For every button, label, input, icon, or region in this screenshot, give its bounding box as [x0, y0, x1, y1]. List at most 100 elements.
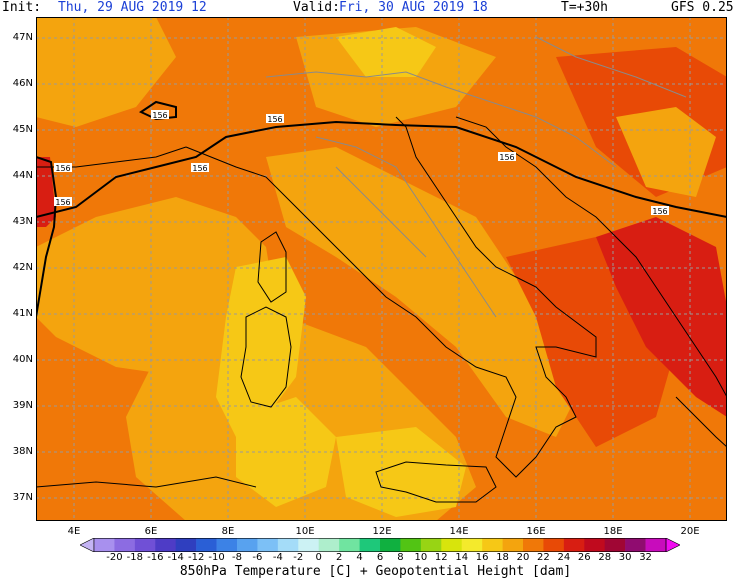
- colorbar-segment: [134, 538, 156, 552]
- colorbar-segment: [175, 538, 197, 552]
- colorbar-tick-label: -20: [106, 552, 123, 563]
- contour-label: 156: [55, 198, 70, 207]
- lon-label: 4E: [67, 526, 81, 537]
- colorbar-segment: [400, 538, 422, 552]
- map-frame: [36, 17, 727, 521]
- coastlines: [36, 116, 727, 503]
- contour-label: 156: [652, 207, 667, 216]
- colorbar-tick-label: -4: [272, 552, 283, 563]
- colorbar-arrow-high: [665, 538, 680, 552]
- colorbar-segment: [543, 538, 565, 552]
- colorbar-tick-label: -8: [232, 552, 242, 563]
- lat-label: 44N: [12, 170, 33, 181]
- field-yellow-sardinia: [216, 257, 306, 437]
- model-name: GFS 0.25: [671, 0, 734, 15]
- colorbar-segment: [584, 538, 606, 552]
- colorbar-segment: [380, 538, 401, 552]
- colorbar-tick-label: -16: [147, 552, 164, 563]
- italy-coast: [185, 116, 597, 478]
- colorbar-segment: [523, 538, 544, 552]
- lon-label: 18E: [603, 526, 623, 537]
- temperature-map: 156 156 156 156 156 156 156: [36, 17, 727, 521]
- north-africa-coast: [36, 476, 257, 488]
- colorbar-tick-label: 8: [397, 552, 404, 563]
- lon-label: 14E: [449, 526, 469, 537]
- colorbar-segment: [114, 538, 136, 552]
- lon-label: 20E: [680, 526, 700, 537]
- colorbar-tick-label: 6: [376, 552, 384, 563]
- colorbar-segment: [237, 538, 258, 552]
- contour-label: 156: [192, 164, 207, 173]
- lat-label: 45N: [12, 124, 33, 135]
- colorbar-segment: [461, 538, 483, 552]
- contour-label: 156: [267, 115, 282, 124]
- lon-label: 6E: [144, 526, 158, 537]
- lat-label: 43N: [12, 216, 33, 227]
- colorbar-tick-label: -14: [167, 552, 184, 563]
- colorbar-segment: [94, 538, 115, 552]
- lon-label: 16E: [526, 526, 546, 537]
- colorbar-segment: [196, 538, 217, 552]
- colorbar-tick-label: 26: [577, 552, 591, 563]
- colorbar-segment: [318, 538, 340, 552]
- contour-label: 156: [499, 153, 514, 162]
- colorbar-tick-label: 32: [639, 552, 652, 563]
- colorbar-tick-label: 12: [434, 552, 448, 563]
- contour-label: 156: [55, 164, 70, 173]
- lat-label: 42N: [12, 262, 33, 273]
- sicily-coast: [375, 461, 497, 503]
- colorbar-segment: [502, 538, 524, 552]
- colorbar-tick-label: 22: [537, 552, 550, 563]
- field-yellow-tyrrhenian: [236, 397, 336, 507]
- colorbar-tick-label: 4: [356, 552, 363, 563]
- init-label: Init:: [2, 0, 42, 15]
- colorbar-tick-label: 20: [516, 552, 530, 563]
- colorbar-segment: [359, 538, 381, 552]
- colorbar: [80, 538, 680, 552]
- greece-coast: [675, 396, 727, 448]
- colorbar-segment: [625, 538, 646, 552]
- lon-label: 12E: [372, 526, 392, 537]
- lat-label: 40N: [12, 354, 33, 365]
- colorbar-tick-label: -10: [208, 552, 225, 563]
- lat-label: 41N: [12, 308, 33, 319]
- lon-label: 10E: [295, 526, 315, 537]
- map-caption: 850hPa Temperature [C] + Geopotential He…: [179, 564, 572, 579]
- contour-156-west: [36, 156, 58, 318]
- colorbar-segment: [155, 538, 177, 552]
- field-yellow-alps: [336, 27, 436, 77]
- lon-label: 8E: [221, 526, 235, 537]
- colorbar-segment: [420, 538, 442, 552]
- colorbar-tick-label: 30: [618, 552, 632, 563]
- lat-label: 38N: [12, 446, 33, 457]
- adriatic-east-coast: [455, 116, 727, 398]
- colorbar-segment: [645, 538, 667, 552]
- colorbar-segment: [482, 538, 503, 552]
- colorbar-arrow-low: [80, 538, 95, 552]
- field-red-west: [36, 157, 56, 227]
- init-value: Thu, 29 AUG 2019 12: [58, 0, 207, 15]
- colorbar-segment: [339, 538, 360, 552]
- colorbar-tick-label: 2: [335, 552, 343, 563]
- borders: [265, 36, 687, 318]
- graticule: [36, 17, 727, 521]
- colorbar-tick-label: -2: [293, 552, 304, 563]
- contour-label: 156: [152, 111, 167, 120]
- lat-label: 37N: [12, 492, 33, 503]
- colorbar-segment: [441, 538, 463, 552]
- lat-label: 39N: [12, 400, 33, 411]
- contour-labels: 156 156 156 156 156 156 156: [54, 110, 669, 216]
- colorbar-segment: [604, 538, 626, 552]
- contour-156-main: [36, 120, 727, 218]
- lead-time: T=+30h: [561, 0, 608, 15]
- colorbar-segment: [298, 538, 320, 552]
- sardinia-coast: [240, 306, 292, 408]
- colorbar-segment: [277, 538, 299, 552]
- corsica-coast: [257, 231, 287, 303]
- colorbar-tick-label: 18: [496, 552, 509, 563]
- lat-label: 46N: [12, 78, 33, 89]
- field-orange-nw: [36, 17, 176, 127]
- colorbar-tick-label: -6: [252, 552, 263, 563]
- colorbar-segment: [216, 538, 238, 552]
- field-yellow-south: [336, 427, 466, 517]
